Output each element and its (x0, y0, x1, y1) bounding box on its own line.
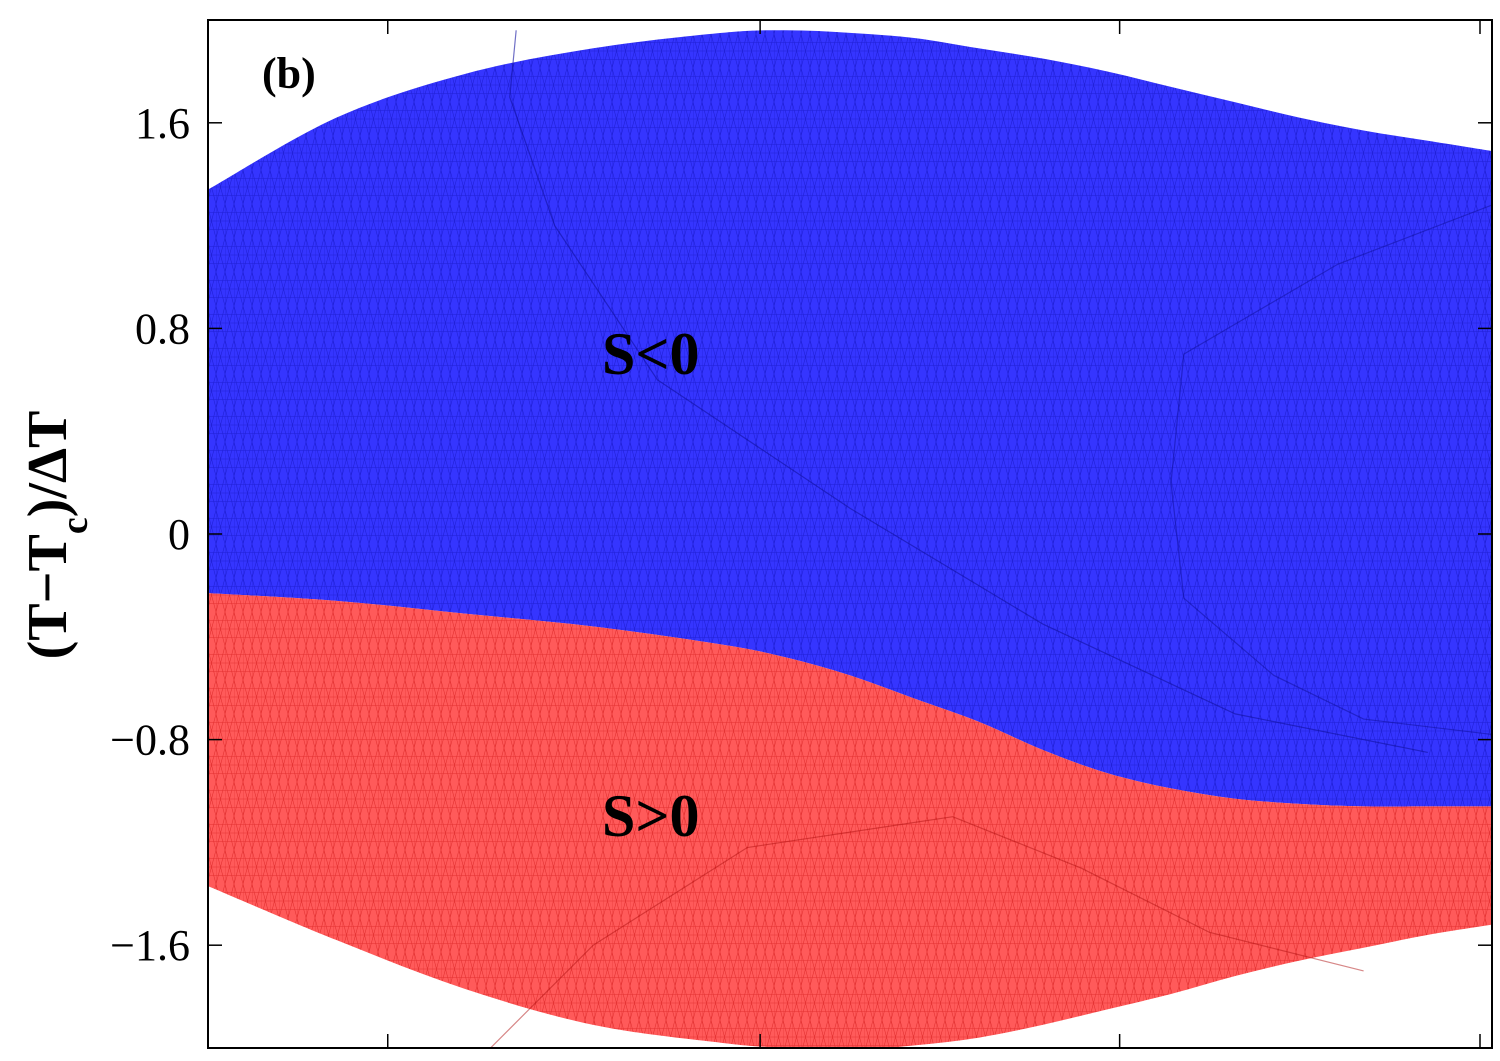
contour-line (1170, 204, 1492, 736)
region-label-negative: S<0 (602, 321, 700, 387)
region-positive-area (208, 593, 1492, 1048)
region-label-positive: S>0 (602, 783, 700, 849)
y-axis-label: (T−Tc)/ΔT (17, 411, 96, 660)
y-tick-label: 0.8 (135, 304, 190, 353)
plot-area (208, 30, 1492, 1048)
contour-line (509, 30, 1428, 754)
y-tick-label: 1.6 (135, 99, 190, 148)
y-axis: 1.6 0.8 0 −0.8 −1.6 (110, 99, 1492, 970)
panel-label: (b) (262, 49, 316, 98)
y-tick-label: −1.6 (110, 921, 190, 970)
y-axis-label-main: (T−T (17, 534, 79, 659)
contour-line (490, 816, 1364, 1048)
region-negative-area (208, 30, 1492, 807)
y-tick-label: −0.8 (110, 716, 190, 765)
y-tick-label: 0 (168, 510, 190, 559)
y-axis-label-sub: c (54, 517, 96, 534)
x-axis (387, 20, 1481, 1048)
y-axis-label-tail: )/ΔT (17, 411, 79, 518)
